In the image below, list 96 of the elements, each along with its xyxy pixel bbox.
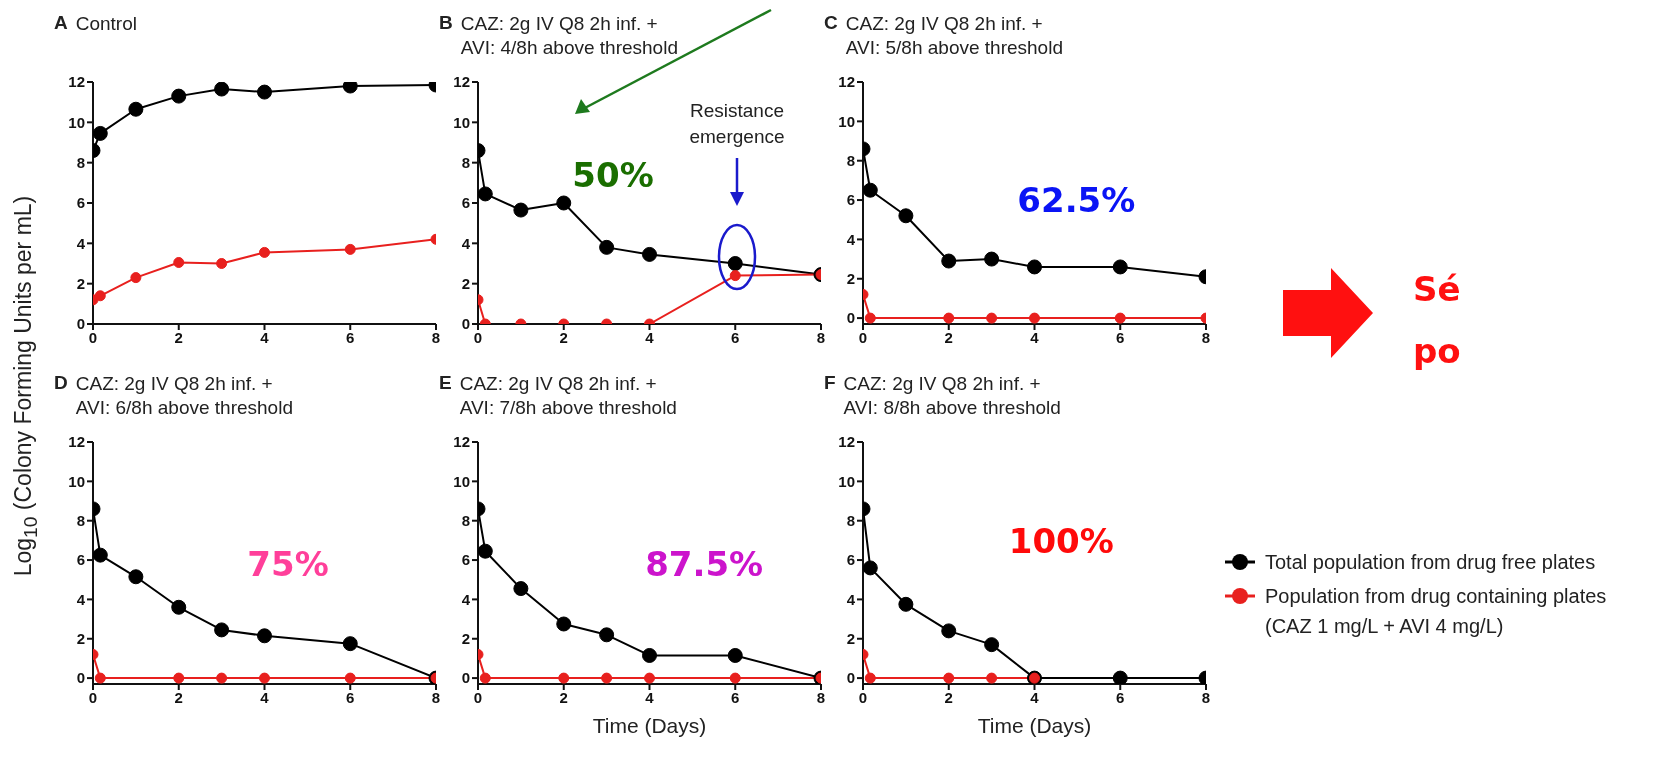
- y-tick-label: 10: [453, 472, 470, 490]
- y-tick-label: 10: [838, 112, 855, 130]
- y-tick-label: 12: [838, 433, 855, 451]
- x-tick-label: 6: [1116, 688, 1125, 706]
- y-tick-label: 4: [76, 590, 86, 608]
- x-tick-label: 8: [1201, 688, 1211, 706]
- x-tick-label: 6: [1116, 328, 1125, 346]
- y-tick-label: 4: [76, 234, 86, 252]
- x-tick-label: 0: [473, 328, 483, 346]
- y-tick-label: 2: [846, 270, 855, 288]
- x-tick-label: 4: [260, 328, 270, 346]
- chart-subtitle: CAZ: 2g IV Q8 2h inf. + AVI: 7/8h above threshold: [459, 373, 677, 418]
- text: po: [1413, 331, 1461, 371]
- x-tick-label: 8: [431, 688, 441, 706]
- y-tick-label: 10: [838, 472, 855, 490]
- y-tick-label: 2: [846, 630, 855, 648]
- y-tick-label: 12: [838, 73, 855, 91]
- x-tick-label: 2: [944, 688, 953, 706]
- y-tick-label: 6: [846, 551, 855, 569]
- x-tick-label: 4: [1030, 328, 1040, 346]
- y-tick-label: 8: [76, 512, 85, 530]
- annotation: 87.5%: [645, 544, 764, 585]
- x-tick-label: 8: [816, 328, 826, 346]
- x-tick-label: 0: [858, 328, 868, 346]
- y-tick-label: 10: [68, 113, 85, 131]
- y-tick-label: 4: [461, 590, 471, 608]
- y-tick-label: 6: [461, 194, 470, 212]
- x-tick-label: 0: [88, 688, 98, 706]
- annotation: 62.5%: [1017, 180, 1136, 221]
- y-tick-label: 4: [461, 234, 471, 252]
- chart-subtitle: CAZ: 2g IV Q8 2h inf. + AVI: 5/8h above threshold: [845, 13, 1063, 58]
- x-tick-label: 0: [473, 688, 483, 706]
- legend-label: Total population from drug free plates: [1265, 551, 1596, 573]
- x-tick-label: 0: [858, 688, 868, 706]
- x-tick-label: 6: [731, 688, 740, 706]
- x-tick-label: 4: [1030, 688, 1040, 706]
- y-tick-label: 0: [76, 315, 85, 333]
- y-tick-label: 8: [76, 153, 85, 171]
- y-tick-label: 2: [461, 630, 470, 648]
- y-tick-label: 8: [461, 153, 470, 171]
- chart-title: C: [824, 12, 838, 35]
- legend-label: Population from drug containing plates (CAZ 1 mg/L + AVI 4 mg/L): [1265, 585, 1607, 637]
- chart-title: A: [54, 12, 68, 35]
- x-tick-label: 4: [260, 688, 270, 706]
- annotation: Resistance emergence: [689, 100, 785, 147]
- x-tick-label: 2: [559, 328, 568, 346]
- x-tick-label: 2: [559, 688, 568, 706]
- annotation: 100%: [1008, 520, 1114, 561]
- y-tick-label: 2: [76, 630, 85, 648]
- y-tick-label: 8: [461, 512, 470, 530]
- y-tick-label: 4: [846, 230, 856, 248]
- y-tick-label: 6: [846, 191, 855, 209]
- chart-subtitle: CAZ: 2g IV Q8 2h inf. + AVI: 4/8h above threshold: [460, 13, 678, 58]
- x-tick-label: 6: [731, 328, 740, 346]
- y-tick-label: 0: [846, 309, 855, 327]
- y-tick-label: 12: [68, 433, 85, 451]
- chart-subtitle: CAZ: 2g IV Q8 2h inf. + AVI: 8/8h above threshold: [843, 373, 1061, 418]
- y-tick-label: 0: [846, 669, 855, 687]
- x-tick-label: 2: [944, 328, 953, 346]
- chart-title: D: [54, 372, 68, 395]
- annotation: 75%: [247, 544, 329, 585]
- y-tick-label: 0: [76, 669, 85, 687]
- y-tick-label: 6: [76, 194, 85, 212]
- chart-title: F: [824, 372, 836, 395]
- y-tick-label: 2: [461, 274, 470, 292]
- y-tick-label: 0: [461, 669, 470, 687]
- chart-title: E: [439, 372, 452, 395]
- y-tick-label: 10: [453, 113, 470, 131]
- x-tick-label: 2: [174, 688, 183, 706]
- chart-subtitle: Control: [75, 13, 137, 34]
- y-tick-label: 12: [68, 73, 85, 91]
- chart-subtitle: CAZ: 2g IV Q8 2h inf. + AVI: 6/8h above threshold: [75, 373, 293, 418]
- x-tick-label: 6: [346, 328, 355, 346]
- text: Sé: [1413, 269, 1461, 309]
- y-tick-label: 6: [76, 551, 85, 569]
- y-tick-label: 2: [76, 274, 85, 292]
- x-tick-label: 2: [174, 328, 183, 346]
- y-tick-label: 0: [461, 315, 470, 333]
- chart-title: B: [439, 12, 453, 35]
- y-tick-label: 10: [68, 472, 85, 490]
- x-tick-label: 4: [645, 688, 655, 706]
- y-tick-label: 4: [846, 590, 856, 608]
- x-tick-label: 0: [88, 328, 98, 346]
- y-tick-label: 12: [453, 73, 470, 91]
- y-tick-label: 8: [846, 512, 855, 530]
- annotation: 50%: [572, 154, 654, 195]
- x-tick-label: 8: [816, 688, 826, 706]
- x-axis-title: Time (Days): [977, 714, 1092, 737]
- x-tick-label: 6: [346, 688, 355, 706]
- x-tick-label: 4: [645, 328, 655, 346]
- y-tick-label: 12: [453, 433, 470, 451]
- y-tick-label: 8: [846, 152, 855, 170]
- x-axis-title: Time (Days): [592, 714, 707, 737]
- y-tick-label: 6: [461, 551, 470, 569]
- x-tick-label: 8: [1201, 328, 1211, 346]
- x-tick-label: 8: [431, 328, 441, 346]
